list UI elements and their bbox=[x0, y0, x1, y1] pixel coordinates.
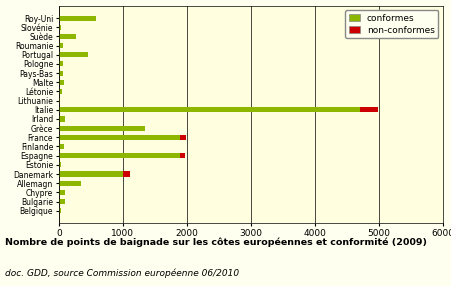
Bar bbox=[59, 199, 65, 204]
Bar bbox=[59, 52, 87, 57]
Bar bbox=[59, 126, 144, 131]
Bar bbox=[59, 144, 64, 149]
Bar bbox=[59, 80, 64, 85]
Bar bbox=[59, 172, 123, 176]
Bar bbox=[59, 181, 81, 186]
Bar bbox=[59, 16, 96, 21]
Bar bbox=[59, 208, 61, 213]
Bar bbox=[59, 153, 180, 158]
Bar bbox=[59, 190, 64, 195]
Legend: conformes, non-conformes: conformes, non-conformes bbox=[345, 10, 437, 38]
Bar bbox=[123, 172, 130, 176]
Text: Nombre de points de baignade sur les côtes européennes et conformité (2009): Nombre de points de baignade sur les côt… bbox=[5, 237, 426, 247]
Bar bbox=[59, 43, 62, 48]
Bar bbox=[59, 89, 62, 94]
Bar bbox=[59, 25, 61, 30]
Bar bbox=[59, 71, 63, 76]
Bar bbox=[59, 116, 65, 122]
Bar bbox=[59, 107, 359, 112]
Bar bbox=[59, 162, 61, 167]
Bar bbox=[180, 135, 186, 140]
Bar bbox=[359, 107, 377, 112]
Bar bbox=[59, 61, 63, 66]
Text: doc. GDD, source Commission européenne 06/2010: doc. GDD, source Commission européenne 0… bbox=[5, 269, 238, 278]
Bar bbox=[59, 98, 60, 103]
Bar bbox=[180, 153, 184, 158]
Bar bbox=[59, 34, 76, 39]
Bar bbox=[59, 135, 180, 140]
